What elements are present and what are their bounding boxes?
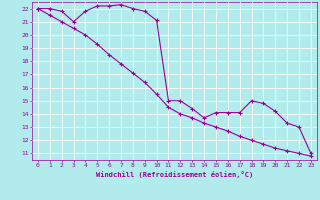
X-axis label: Windchill (Refroidissement éolien,°C): Windchill (Refroidissement éolien,°C)	[96, 171, 253, 178]
